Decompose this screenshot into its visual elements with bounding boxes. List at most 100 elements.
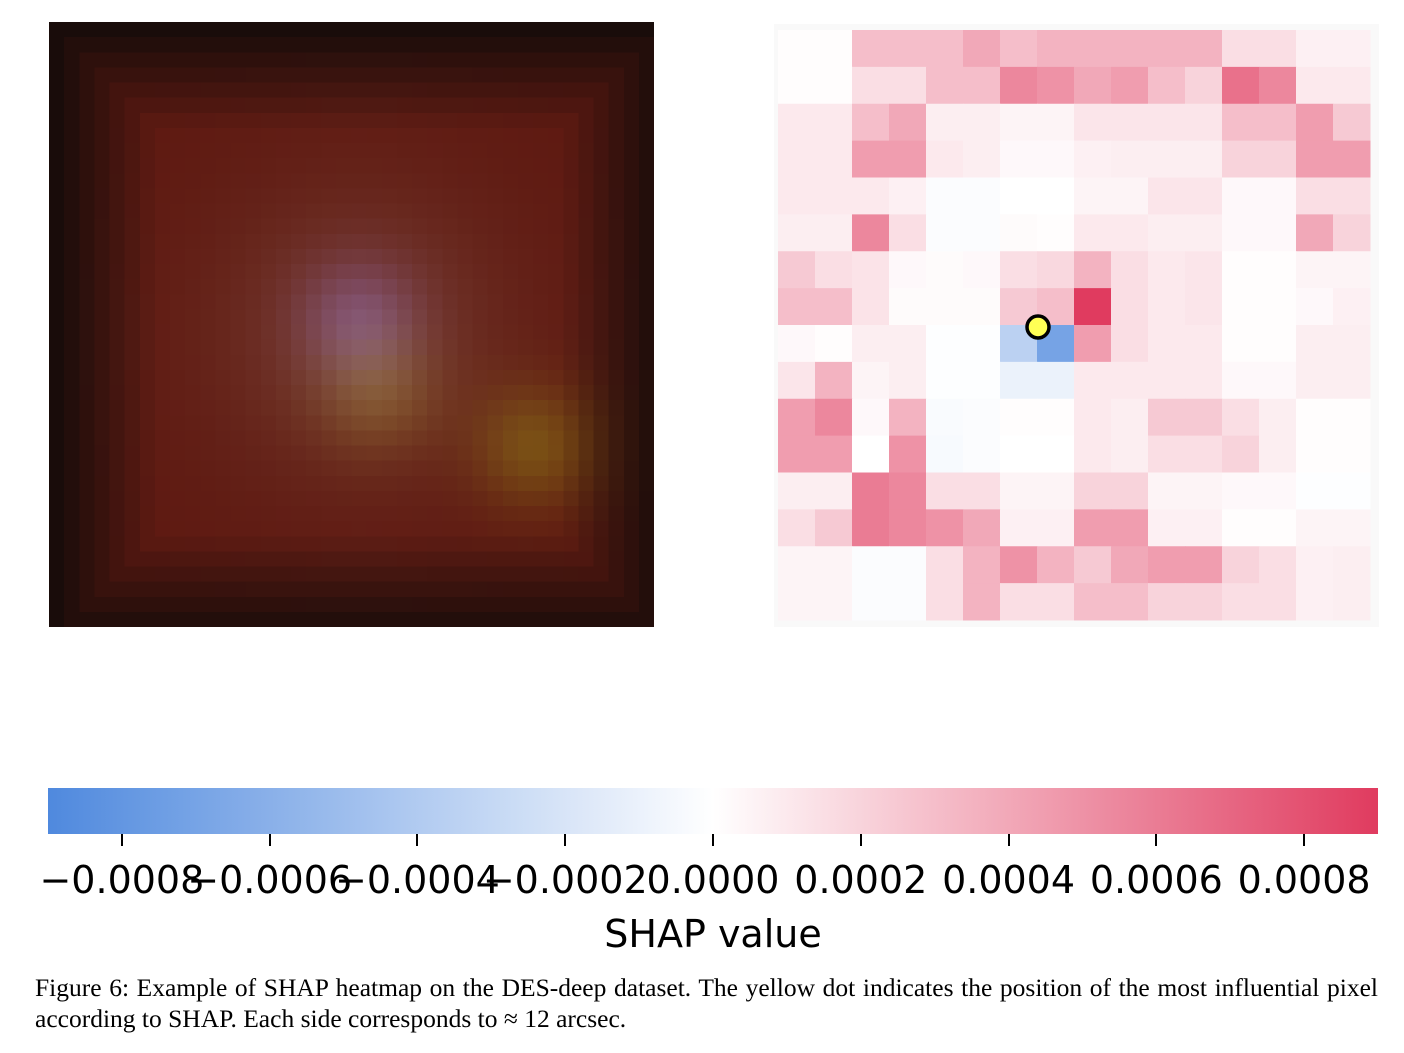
- heatmap-cell: [1074, 361, 1112, 400]
- heatmap-cell: [1333, 30, 1371, 68]
- heatmap-cell: [1296, 583, 1334, 621]
- heatmap-cell: [963, 66, 1001, 105]
- heatmap-cell: [1111, 583, 1149, 621]
- heatmap-cell: [889, 66, 927, 105]
- heatmap-cell: [1148, 30, 1186, 68]
- heatmap-cell: [1000, 214, 1038, 252]
- colorbar-tick-label: −0.0002: [482, 858, 648, 902]
- heatmap-cell: [963, 509, 1001, 547]
- colorbar-tick: [268, 834, 271, 846]
- heatmap-cell: [1185, 66, 1223, 105]
- galaxy-image: [49, 22, 654, 627]
- heatmap-cell: [1148, 103, 1186, 142]
- heatmap-cell: [1259, 140, 1297, 178]
- heatmap-cell: [1000, 509, 1038, 547]
- heatmap-cell: [1296, 361, 1334, 400]
- heatmap-cell: [1037, 251, 1075, 289]
- heatmap-cell: [1185, 546, 1223, 584]
- heatmap-cell: [1037, 30, 1075, 68]
- heatmap-cell: [889, 361, 927, 400]
- heatmap-cell: [1259, 435, 1297, 473]
- heatmap-cell: [1037, 546, 1075, 584]
- heatmap-cell: [1222, 30, 1260, 68]
- heatmap-cell: [1148, 177, 1186, 215]
- heatmap-cell: [1000, 435, 1038, 473]
- heatmap-cell: [1222, 288, 1260, 326]
- colorbar-tick: [712, 834, 714, 846]
- heatmap-cell: [889, 251, 927, 289]
- heatmap-cell: [926, 583, 964, 621]
- most-influential-pixel-marker: [1025, 314, 1051, 340]
- heatmap-cell: [1185, 472, 1223, 510]
- heatmap-cell: [963, 30, 1001, 68]
- heatmap-cell: [1296, 509, 1334, 547]
- heatmap-cell: [1296, 177, 1334, 215]
- heatmap-cell: [1185, 288, 1223, 326]
- heatmap-cell: [1037, 472, 1075, 510]
- heatmap-cell: [815, 583, 853, 621]
- heatmap-cell: [926, 509, 964, 547]
- heatmap-cell: [1000, 472, 1038, 510]
- heatmap-cell: [926, 214, 964, 252]
- heatmap-cell: [1074, 583, 1112, 621]
- heatmap-cell: [889, 472, 927, 510]
- heatmap-cell: [815, 288, 853, 326]
- heatmap-cell: [1296, 288, 1334, 326]
- heatmap-cell: [1185, 361, 1223, 400]
- heatmap-cell: [1296, 140, 1334, 178]
- heatmap-cell: [1000, 583, 1038, 621]
- heatmap-cell: [815, 177, 853, 215]
- heatmap-cell: [815, 472, 853, 510]
- heatmap-cell: [1185, 398, 1223, 437]
- heatmap-cell: [1148, 583, 1186, 621]
- heatmap-cell: [1259, 361, 1297, 400]
- heatmap-cell: [926, 140, 964, 178]
- colorbar-tick: [1007, 834, 1010, 846]
- heatmap-cell: [963, 472, 1001, 510]
- heatmap-cell: [1259, 66, 1297, 105]
- heatmap-cell: [1259, 472, 1297, 510]
- colorbar-tick-label: −0.0008: [39, 858, 205, 902]
- colorbar-tick-label: 0.0000: [646, 858, 780, 902]
- heatmap-cell: [1037, 66, 1075, 105]
- heatmap-cell: [778, 177, 816, 215]
- heatmap-cell: [1000, 398, 1038, 437]
- heatmap-cell: [815, 325, 853, 363]
- heatmap-cell: [1074, 325, 1112, 363]
- heatmap-cell: [1333, 103, 1371, 142]
- heatmap-cell: [815, 398, 853, 437]
- heatmap-cell: [1111, 472, 1149, 510]
- heatmap-cell: [1222, 251, 1260, 289]
- heatmap-cell: [926, 66, 964, 105]
- colorbar-tick-label: −0.0004: [335, 858, 500, 902]
- heatmap-cell: [963, 140, 1001, 178]
- heatmap-cell: [1259, 583, 1297, 621]
- heatmap-cell: [1037, 435, 1075, 473]
- heatmap-cell: [852, 103, 890, 142]
- heatmap-cell: [1074, 435, 1112, 473]
- heatmap-cell: [778, 30, 816, 68]
- heatmap-cell: [963, 361, 1001, 400]
- heatmap-cell: [1037, 583, 1075, 621]
- heatmap-cell: [1074, 140, 1112, 178]
- heatmap-cell: [815, 546, 853, 584]
- heatmap-cell: [1296, 66, 1334, 105]
- heatmap-cell: [1037, 361, 1075, 400]
- heatmap-cell: [815, 251, 853, 289]
- heatmap-cell: [1000, 30, 1038, 68]
- heatmap-cell: [1222, 435, 1260, 473]
- heatmap-cell: [1259, 103, 1297, 142]
- heatmap-cell: [852, 546, 890, 584]
- heatmap-cell: [1259, 325, 1297, 363]
- colorbar-tick-label: 0.0004: [942, 858, 1076, 902]
- heatmap-cell: [1111, 251, 1149, 289]
- heatmap-cell: [1296, 546, 1334, 584]
- heatmap-cell: [778, 288, 816, 326]
- heatmap-cell: [963, 398, 1001, 437]
- heatmap-cell: [889, 435, 927, 473]
- heatmap-cell: [1037, 398, 1075, 437]
- heatmap-cell: [1074, 177, 1112, 215]
- heatmap-cell: [1333, 546, 1371, 584]
- shap-heatmap-grid: [778, 30, 1371, 621]
- heatmap-cell: [889, 214, 927, 252]
